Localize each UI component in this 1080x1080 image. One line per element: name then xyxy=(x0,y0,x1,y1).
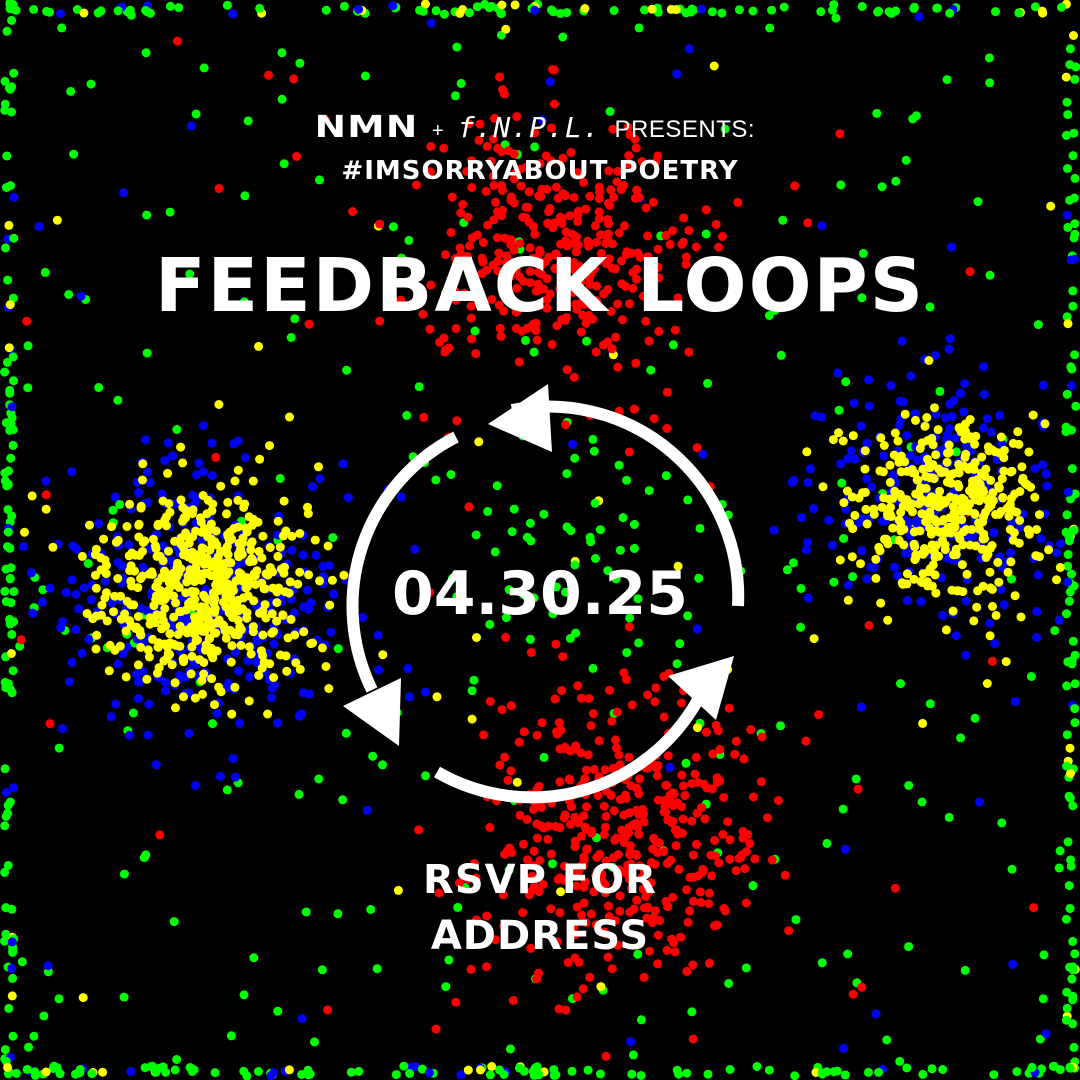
nmn-logo: NMN xyxy=(314,110,419,145)
event-title: FEEDBACK LOOPS xyxy=(154,243,926,329)
presenter-line: NMN + f.N.P.L. PRESENTS: xyxy=(0,110,1080,145)
rsvp-line-2: ADDRESS xyxy=(430,913,650,959)
series-hashtag: #IMSORRYABOUT POETRY xyxy=(341,156,739,186)
rsvp-note: RSVP FOR ADDRESS xyxy=(0,852,1080,964)
plus-sign: + xyxy=(432,120,444,142)
rsvp-line-1: RSVP FOR xyxy=(423,857,657,903)
presents-label: PRESENTS: xyxy=(614,116,756,143)
event-date: 04.30.25 xyxy=(391,559,689,629)
fnpl-logo: f.N.P.L. xyxy=(457,111,601,144)
